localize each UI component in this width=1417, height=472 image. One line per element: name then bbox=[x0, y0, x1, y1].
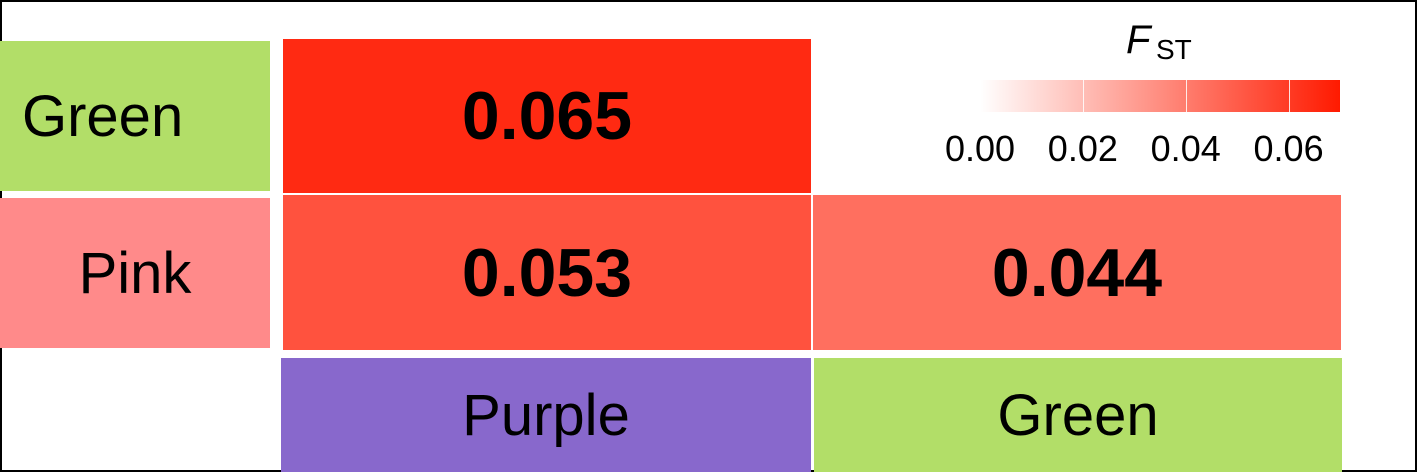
legend-tick-mark bbox=[1185, 80, 1187, 112]
heatmap-cell-pink-green: 0.044 bbox=[813, 195, 1341, 350]
color-legend: F ST 0.00 0.02 0.04 0.06 bbox=[930, 18, 1350, 178]
legend-tick-label: 0.00 bbox=[944, 128, 1016, 169]
legend-tick-mark bbox=[1082, 80, 1084, 112]
heatmap-cell-green-purple: 0.065 bbox=[283, 39, 811, 193]
legend-tick-label: 0.04 bbox=[1150, 128, 1221, 169]
row-label-green: Green bbox=[0, 41, 270, 191]
heatmap-cell-pink-purple: 0.053 bbox=[283, 195, 811, 350]
legend-tick-label: 0.06 bbox=[1253, 128, 1324, 169]
legend-tick-label: 0.02 bbox=[1047, 128, 1118, 169]
column-label-green: Green bbox=[814, 358, 1342, 472]
legend-tick-mark bbox=[980, 80, 981, 112]
legend-title-subscript: ST bbox=[1156, 34, 1192, 65]
legend-tick-mark bbox=[1288, 80, 1290, 112]
legend-gradient-bar bbox=[980, 80, 1340, 112]
column-label-purple: Purple bbox=[281, 358, 811, 472]
row-label-pink: Pink bbox=[0, 198, 270, 348]
legend-title: F bbox=[1126, 18, 1151, 62]
